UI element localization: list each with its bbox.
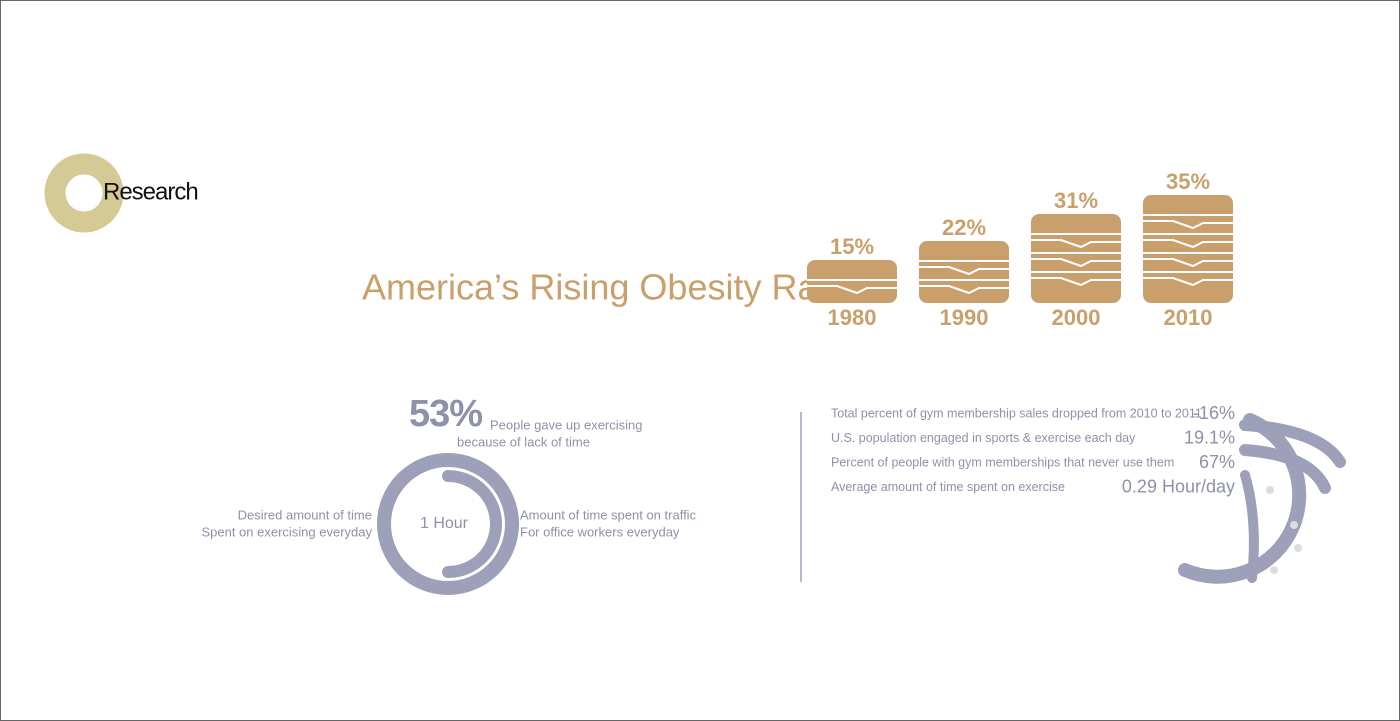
burger-layer <box>1031 271 1121 287</box>
fact-label: Total percent of gym membership sales dr… <box>831 406 1202 420</box>
fact-label: U.S. population engaged in sports & exer… <box>831 431 1136 445</box>
deco <box>1178 413 1346 584</box>
burger-layer <box>1143 233 1233 249</box>
arrow <box>509 514 520 534</box>
burger-year: 2000 <box>1052 305 1101 330</box>
stat-text: People gave up exercising <box>490 417 643 432</box>
right-text: For office workers everyday <box>520 524 680 539</box>
burger-layer <box>1143 252 1233 268</box>
burger-layer <box>919 260 1009 276</box>
left-text: Desired amount of time <box>238 507 372 522</box>
burger-label: 15% <box>830 234 874 259</box>
section-title: Research <box>103 178 198 205</box>
center-label: 1 Hour <box>420 515 469 532</box>
burger-label: 31% <box>1054 188 1098 213</box>
burger <box>807 260 897 303</box>
clock-ring <box>377 453 519 595</box>
right-text: Amount of time spent on traffic <box>520 507 697 522</box>
stat: 53% <box>409 393 482 435</box>
burger-year: 1980 <box>828 305 877 330</box>
fact-value: -16% <box>1193 403 1235 423</box>
fact-value: 19.1% <box>1184 427 1235 447</box>
fact-label: Average amount of time spent on exercise <box>831 480 1065 494</box>
burger-layer <box>807 279 897 295</box>
facts: Total percent of gym membership sales dr… <box>831 403 1235 497</box>
fact-label: Percent of people with gym memberships t… <box>831 455 1174 469</box>
left-text: Spent on exercising everyday <box>201 524 372 539</box>
burger-layer <box>1143 214 1233 230</box>
obesity-title: America’s Rising Obesity Rate <box>362 267 848 308</box>
burger-layer <box>919 279 1009 295</box>
burger-layer <box>1143 271 1233 287</box>
stat-text: because of lack of time <box>457 434 590 449</box>
burger-year: 2010 <box>1164 305 1213 330</box>
fact-value: 67% <box>1199 452 1235 472</box>
burger <box>1143 195 1233 303</box>
clock-arc <box>442 470 502 578</box>
burger-label: 22% <box>942 215 986 240</box>
research-ring <box>44 153 124 233</box>
burger-year: 1990 <box>940 305 989 330</box>
burger-label: 35% <box>1166 169 1210 194</box>
burgers: 15% 1980 22% 1990 31% 2000 35% 2010 <box>807 169 1233 330</box>
burger-layer <box>1031 252 1121 268</box>
burger-layer <box>1031 233 1121 249</box>
fact-value: 0.29 Hour/day <box>1122 476 1235 496</box>
